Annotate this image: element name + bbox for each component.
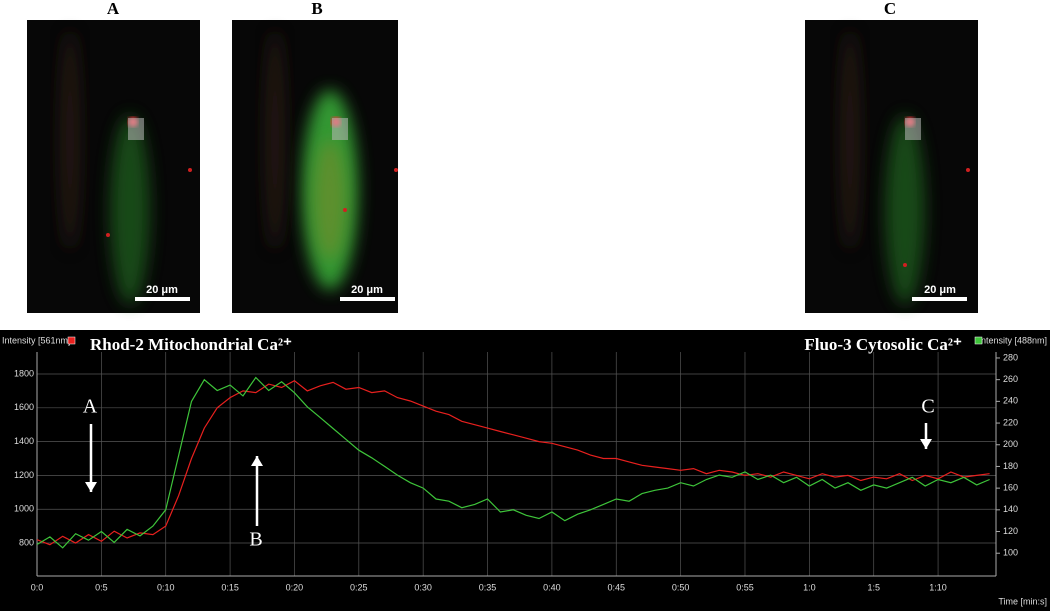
series-line — [36, 376, 990, 549]
x-tick-label: 1:5 — [867, 582, 880, 592]
series-line — [36, 379, 990, 546]
y-tick-label: 1400 — [14, 436, 34, 446]
x-tick-label: 0:10 — [157, 582, 175, 592]
x-tick-label: 0:30 — [414, 582, 432, 592]
panel-b: B 20 μm — [232, 0, 398, 313]
x-tick-label: 0:0 — [31, 582, 44, 592]
arrow-head — [920, 439, 932, 449]
chart: 0:0 0:5 0:10 0:15 0:20 0:25 0:30 0:35 0:40 0:45 0:… — [2, 335, 1047, 606]
y2-tick-label: 220 — [1003, 417, 1018, 427]
x-tick-label: 1:0 — [803, 582, 816, 592]
legend-swatch — [974, 336, 983, 345]
chart-background — [0, 330, 1050, 611]
y2-tick-label: 260 — [1003, 374, 1018, 384]
y2-tick-label: 160 — [1003, 483, 1018, 493]
panel-a: A 20 μm — [27, 0, 200, 313]
scale-bar-label: 20 μm — [146, 284, 178, 296]
x-tick-label: 0:20 — [286, 582, 304, 592]
annotation: C — [921, 396, 934, 418]
x-tick-label: 0:55 — [736, 582, 754, 592]
x-tick-label: 1:10 — [929, 582, 947, 592]
y2-tick-label: 180 — [1003, 461, 1018, 471]
x-tick-label: 0:35 — [479, 582, 497, 592]
x-tick-label: 0:45 — [607, 582, 625, 592]
y2-tick-label: 120 — [1003, 526, 1018, 536]
y-tick-label: 800 — [19, 537, 34, 547]
x-tick-label: 0:5 — [95, 582, 108, 592]
legend-label: Fluo-3 Cytosolic Ca²⁺ — [804, 335, 962, 354]
scale-bar-label: 20 μm — [924, 284, 956, 296]
arrow-head — [251, 456, 263, 466]
x-axis-label: Time [min:s] — [998, 596, 1047, 606]
y-tick-label: 1800 — [14, 368, 34, 378]
panel-c: C 20 μm — [805, 0, 978, 313]
panel-label: A — [107, 0, 120, 18]
y2-tick-label: 200 — [1003, 439, 1018, 449]
y-tick-label: 1200 — [14, 470, 34, 480]
y-tick-label: 1000 — [14, 504, 34, 514]
x-tick-label: 0:25 — [350, 582, 368, 592]
y-axis-label: Intensity [561nm] — [2, 335, 71, 345]
annotation: B — [249, 529, 262, 551]
y2-tick-label: 140 — [1003, 504, 1018, 514]
legend-label: Rhod-2 Mitochondrial Ca²⁺ — [90, 335, 292, 354]
x-tick-label: 0:15 — [221, 582, 239, 592]
legend-swatch — [67, 336, 76, 345]
annotation: A — [83, 396, 98, 418]
scale-bar-label: 20 μm — [351, 284, 383, 296]
panel-label: C — [884, 0, 896, 18]
x-tick-label: 0:40 — [543, 582, 561, 592]
y2-tick-label: 240 — [1003, 396, 1018, 406]
y-tick-label: 1600 — [14, 402, 34, 412]
panel-label: B — [311, 0, 322, 18]
y2-axis-label: Intensity [488nm] — [978, 335, 1047, 345]
x-tick-label: 0:50 — [672, 582, 690, 592]
y2-tick-label: 100 — [1003, 548, 1018, 558]
arrow-head — [85, 482, 97, 492]
y2-tick-label: 280 — [1003, 352, 1018, 362]
